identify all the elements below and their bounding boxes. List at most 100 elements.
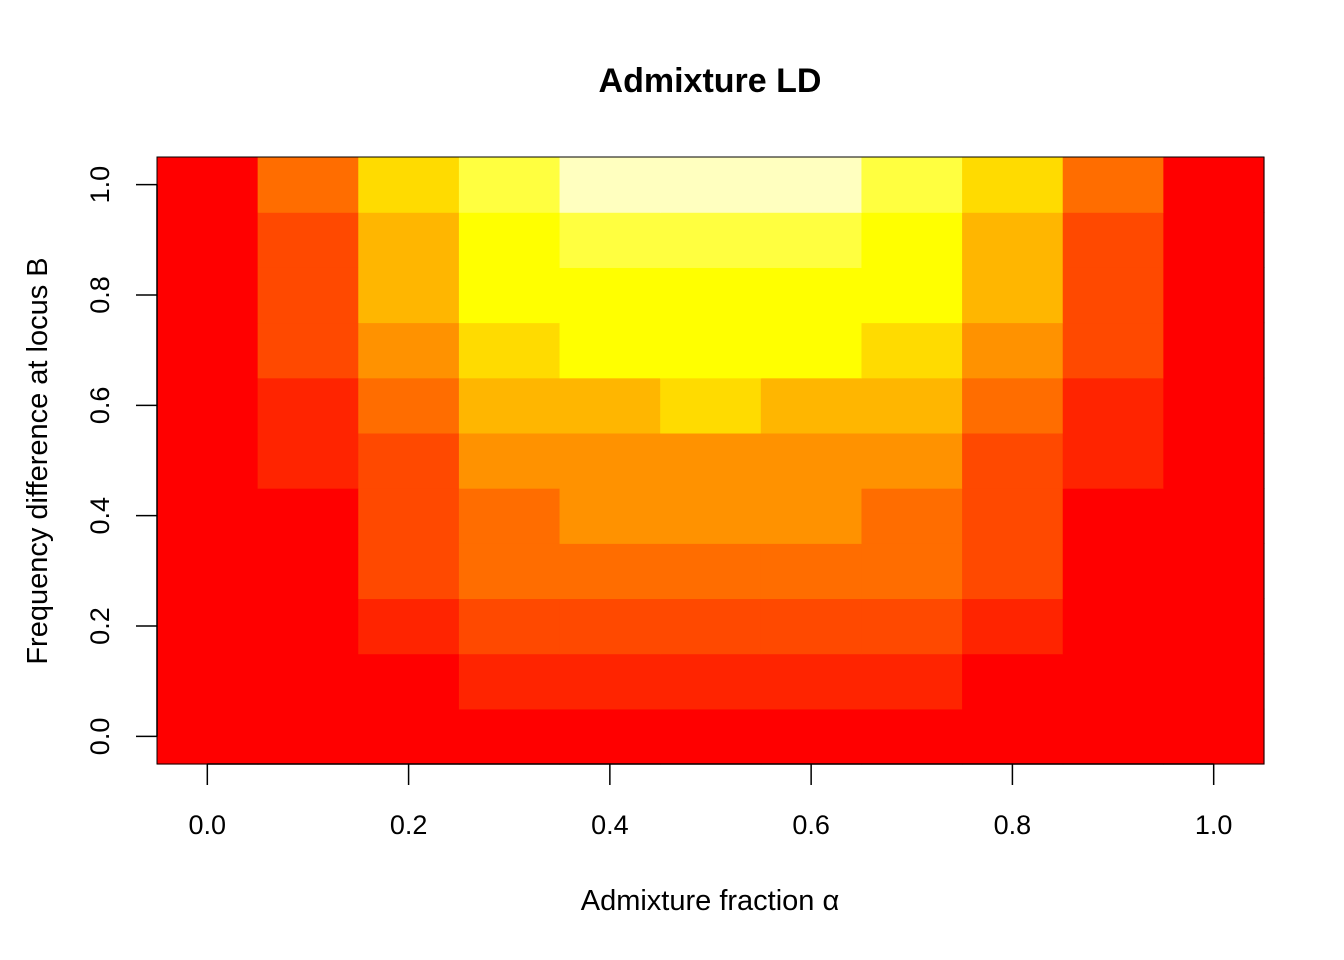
heatmap-cell <box>760 267 863 324</box>
heatmap-cell <box>1163 708 1265 765</box>
x-tick-label: 0.6 <box>792 810 830 840</box>
y-tick-label: 0.4 <box>85 497 115 535</box>
heatmap-cell <box>1163 322 1265 379</box>
heatmap-cell <box>559 157 661 213</box>
heatmap-cell <box>1163 543 1265 600</box>
y-tick-label: 0.2 <box>85 607 115 645</box>
heatmap-cell <box>660 708 762 765</box>
heatmap-cell <box>760 432 863 489</box>
heatmap-cell <box>861 708 963 765</box>
heatmap-cell <box>559 432 661 489</box>
heatmap-cell <box>358 267 460 324</box>
chart-title: Admixture LD <box>599 62 822 100</box>
heatmap-cell <box>760 708 863 765</box>
heatmap-cell <box>257 267 359 324</box>
heatmap-cell <box>458 653 561 710</box>
heatmap-cell <box>760 543 863 600</box>
heatmap-cell <box>760 598 863 655</box>
heatmap-cell <box>760 653 863 710</box>
x-tick-label: 0.8 <box>994 810 1032 840</box>
x-axis-label: Admixture fraction α <box>581 885 840 917</box>
heatmap-cell <box>660 322 762 379</box>
heatmap-cell <box>559 267 661 324</box>
heatmap-cell <box>861 212 963 268</box>
heatmap-cell <box>1062 598 1164 655</box>
heatmap-cell <box>861 598 963 655</box>
heatmap-cell <box>861 322 963 379</box>
heatmap-cell <box>157 267 259 324</box>
heatmap-cell <box>559 708 661 765</box>
heatmap-cell <box>358 488 460 544</box>
heatmap-cell <box>358 598 460 655</box>
heatmap-cell <box>1163 653 1265 710</box>
y-tick-label: 1.0 <box>85 166 115 204</box>
heatmap-cell <box>1062 322 1164 379</box>
heatmap-cell <box>861 653 963 710</box>
heatmap-cell <box>760 212 863 268</box>
heatmap-cell <box>1062 157 1164 213</box>
heatmap-cell <box>1163 488 1265 544</box>
x-tick-label: 0.2 <box>390 810 428 840</box>
heatmap-cell <box>660 543 762 600</box>
y-axis: 0.0 0.2 0.4 0.6 0.8 1.0 <box>85 166 158 756</box>
heatmap-cell <box>962 543 1064 600</box>
heatmap-cell <box>962 322 1064 379</box>
heatmap-cell <box>458 432 561 489</box>
heatmap-cell <box>660 212 762 268</box>
heatmap-cell <box>157 543 259 600</box>
heatmap-cell <box>257 653 359 710</box>
heatmap-cell <box>257 543 359 600</box>
heatmap-cell <box>760 322 863 379</box>
heatmap-cell <box>1163 432 1265 489</box>
heatmap-cell <box>962 488 1064 544</box>
heatmap-cell <box>559 543 661 600</box>
heatmap-cell <box>760 157 863 213</box>
y-tick-label: 0.8 <box>85 276 115 314</box>
heatmap-cell <box>962 653 1064 710</box>
heatmap-cell <box>157 708 259 765</box>
x-tick-label: 0.4 <box>591 810 629 840</box>
heatmap-cell <box>1163 157 1265 213</box>
heatmap-cell <box>157 322 259 379</box>
heatmap-cell <box>962 377 1064 434</box>
heatmap-cell <box>257 708 359 765</box>
heatmap-cell <box>861 543 963 600</box>
heatmap-cell <box>358 653 460 710</box>
heatmap-cell <box>1062 377 1164 434</box>
heatmap-cell <box>157 432 259 489</box>
heatmap-cell <box>257 157 359 213</box>
heatmap-cell <box>458 157 561 213</box>
heatmap-cell <box>458 377 561 434</box>
heatmap-cell <box>257 488 359 544</box>
heatmap-cell <box>559 212 661 268</box>
heatmap-cell <box>962 157 1064 213</box>
heatmap-cell <box>358 377 460 434</box>
heatmap-cell <box>358 432 460 489</box>
x-tick-label: 0.0 <box>189 810 227 840</box>
heatmap-cell <box>660 598 762 655</box>
heatmap-cell <box>458 543 561 600</box>
heatmap-cell <box>861 488 963 544</box>
heatmap-cell <box>157 212 259 268</box>
heatmap-cell <box>660 488 762 544</box>
heatmap-cell <box>660 377 762 434</box>
heatmap-cell <box>861 432 963 489</box>
heatmap-cell <box>257 432 359 489</box>
heatmap-cell <box>861 377 963 434</box>
heatmap-cell <box>1163 267 1265 324</box>
heatmap-cell <box>157 377 259 434</box>
y-tick-label: 0.6 <box>85 387 115 425</box>
heatmap-cell <box>458 267 561 324</box>
heatmap-cell <box>458 212 561 268</box>
y-tick-label: 0.0 <box>85 718 115 756</box>
heatmap-cell <box>1163 598 1265 655</box>
heatmap-cell <box>458 322 561 379</box>
heatmap-cell <box>861 267 963 324</box>
heatmap-cell <box>358 708 460 765</box>
x-tick-label: 1.0 <box>1195 810 1233 840</box>
heatmap-cell <box>1163 377 1265 434</box>
heatmap-cell <box>1062 653 1164 710</box>
heatmap-cell <box>660 157 762 213</box>
heatmap-cell <box>458 708 561 765</box>
